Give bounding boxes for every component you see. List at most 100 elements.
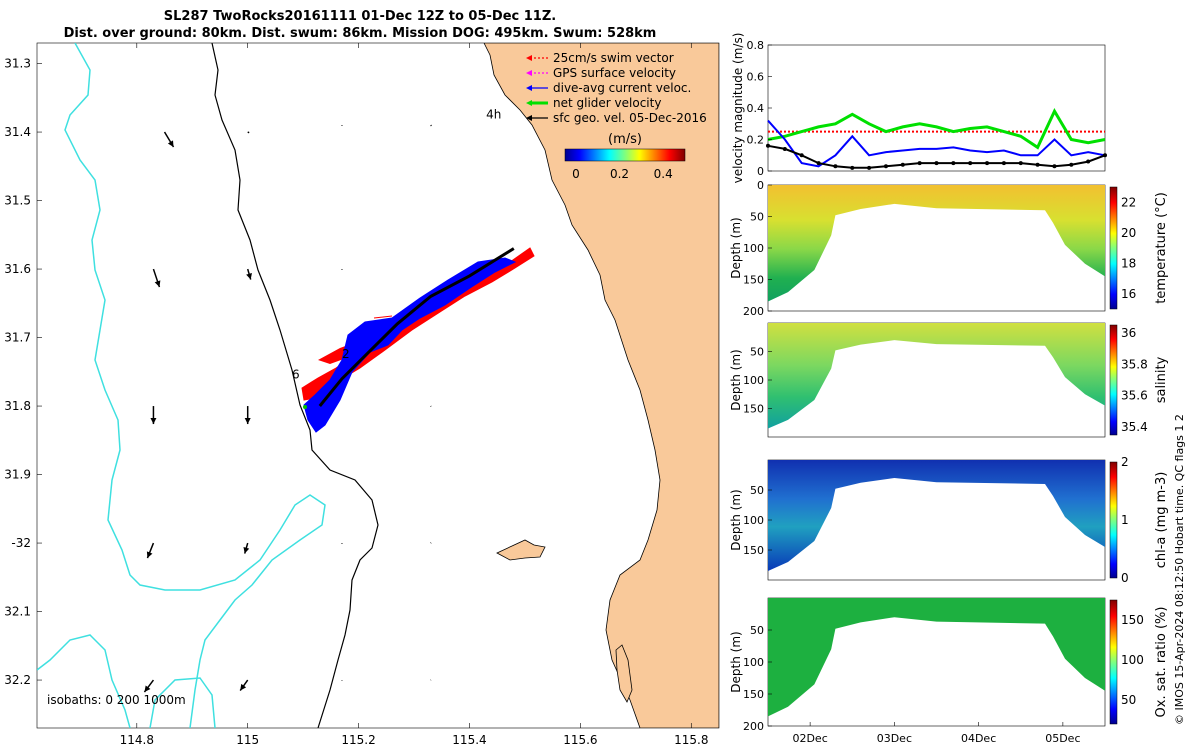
section-ylabel: Depth (m) — [729, 349, 743, 410]
island-rottnest — [496, 539, 546, 561]
map-xtick-label: 114.8 — [120, 733, 154, 747]
section-colorbar-tick: 100 — [1121, 653, 1144, 667]
velocity-point — [1052, 164, 1057, 169]
section-xtick-label: 03Dec — [877, 732, 912, 745]
map-ytick-label: 31.5 — [4, 194, 31, 208]
velocity-point — [1018, 161, 1023, 166]
map-ytick-label: 31.4 — [4, 125, 31, 139]
section-colorbar-label: Ox. sat. ratio (%) — [1154, 607, 1169, 718]
section-field — [768, 460, 1105, 571]
section-colorbar-tick: 36 — [1121, 326, 1136, 340]
section-ytick-label: 100 — [743, 656, 764, 669]
section-colorbar-tick: 16 — [1121, 287, 1136, 301]
legend-label: dive-avg current veloc. — [553, 81, 691, 95]
section-ylabel: Depth (m) — [729, 217, 743, 278]
isobath-label: isobaths: 0 200 1000m — [47, 693, 186, 707]
track-label: 6 — [292, 368, 300, 382]
section-ytick-label: 150 — [743, 688, 764, 701]
section-xtick-label: 02Dec — [792, 732, 827, 745]
oxygen-section: 50 100 150 200 Depth (m) 50 100 150 Ox. sat. rat… — [729, 597, 1169, 745]
velocity-point — [1086, 159, 1091, 164]
section-colorbar-label: temperature (°C) — [1154, 192, 1169, 304]
section-colorbar — [1109, 599, 1118, 725]
map-ytick-label: 31.6 — [4, 262, 31, 276]
current-arrow — [146, 542, 155, 559]
legend-entry: GPS surface velocity — [526, 66, 676, 80]
map-ytick-label: 31.7 — [4, 331, 31, 345]
velocity-point — [833, 164, 838, 169]
track-label: 2 — [342, 347, 350, 361]
legend-label: 25cm/s swim vector — [553, 51, 674, 65]
isobath-1000m — [64, 43, 326, 728]
section-xtick-label: 05Dec — [1045, 732, 1080, 745]
velocity-point — [766, 143, 770, 148]
section-field — [768, 598, 1105, 717]
section-ytick-label: 200 — [743, 305, 764, 318]
section-colorbar-tick: 150 — [1121, 613, 1144, 627]
velocity-point — [799, 153, 804, 158]
section-ytick-label: 150 — [743, 403, 764, 416]
legend-label: sfc geo. vel. 05-Dec-2016 — [553, 111, 707, 125]
figure-title-line1: SL287 TwoRocks20161111 01-Dec 12Z to 05-… — [163, 9, 557, 24]
velocity-point — [900, 162, 905, 167]
legend-entry: dive-avg current veloc. — [526, 81, 691, 95]
current-arrow — [143, 679, 155, 693]
velocity-ytick-label: 0.6 — [747, 71, 765, 84]
map-colorbar-bar — [564, 148, 686, 162]
map-colorbar-label: (m/s) — [608, 132, 642, 147]
section-colorbar-tick: 18 — [1121, 256, 1136, 270]
section-ytick-label: 150 — [743, 274, 764, 287]
section-colorbar-tick: 35.6 — [1121, 389, 1148, 403]
map-colorbar-tick: 0 — [572, 167, 580, 181]
section-field — [768, 323, 1105, 429]
velocity-ytick-label: 0 — [757, 165, 764, 178]
section-colorbar-tick: 20 — [1121, 226, 1136, 240]
legend-entry: 25cm/s swim vector — [526, 51, 674, 65]
section-ytick-label: 50 — [750, 211, 764, 224]
section-ytick-label: 50 — [750, 346, 764, 359]
section-ytick-label: 100 — [743, 374, 764, 387]
swim-vector-sample-arrow — [373, 315, 393, 319]
current-arrow — [247, 131, 250, 134]
section-colorbar — [1109, 324, 1118, 436]
glider-track — [318, 247, 515, 407]
map-ytick-label: 32.1 — [4, 605, 31, 619]
velocity-point — [917, 161, 922, 166]
section-xtick-label: 04Dec — [961, 732, 996, 745]
velocity-point — [782, 146, 787, 151]
velocity-ylabel: velocity magnitude (m/s) — [731, 33, 745, 184]
section-colorbar-tick: 2 — [1121, 455, 1129, 469]
legend-entry: net glider velocity — [526, 96, 661, 110]
current-arrow — [163, 131, 175, 148]
section-colorbar-tick: 22 — [1121, 195, 1136, 209]
section-colorbar — [1109, 186, 1118, 310]
isobath-1000m-south2 — [149, 677, 216, 728]
section-ytick-label: 200 — [743, 720, 764, 733]
land-coastline — [483, 43, 719, 728]
section-colorbar-tick: 0 — [1121, 571, 1129, 585]
map-ytick-label: 31.9 — [4, 468, 31, 482]
imos-credit: © IMOS 15-Apr-2024 08:12:50 Hobart time.… — [1173, 414, 1186, 725]
isobath-200m — [211, 43, 379, 728]
section-colorbar-tick: 35.8 — [1121, 357, 1148, 371]
map-xtick-label: 115.6 — [563, 733, 597, 747]
track-start-marker — [303, 405, 307, 409]
map-ytick-label: -32 — [11, 536, 31, 550]
velocity-frame — [767, 44, 1106, 172]
velocity-point — [1069, 162, 1074, 167]
map-xtick-label: 115.4 — [452, 733, 486, 747]
velocity-series-line — [767, 107, 1106, 150]
section-ytick-label: 100 — [743, 514, 764, 527]
section-colorbar-label: chl-a (mg m-3) — [1154, 472, 1169, 569]
figure-title-line2: Dist. over ground: 80km. Dist. swum: 86k… — [63, 26, 657, 41]
current-vector-band — [303, 257, 517, 433]
section-ylabel: Depth (m) — [729, 631, 743, 692]
current-arrow — [243, 542, 250, 554]
legend-label: net glider velocity — [553, 96, 661, 110]
track-map: 2 6 4h 114.8 115 115.2 115.4 115.6 115.8 31.3 31.… — [4, 42, 720, 747]
velocity-point — [951, 161, 956, 166]
section-ytick-label: 150 — [743, 544, 764, 557]
velocity-point — [850, 165, 855, 170]
track-label: 4h — [486, 107, 501, 121]
current-arrow — [244, 406, 251, 425]
